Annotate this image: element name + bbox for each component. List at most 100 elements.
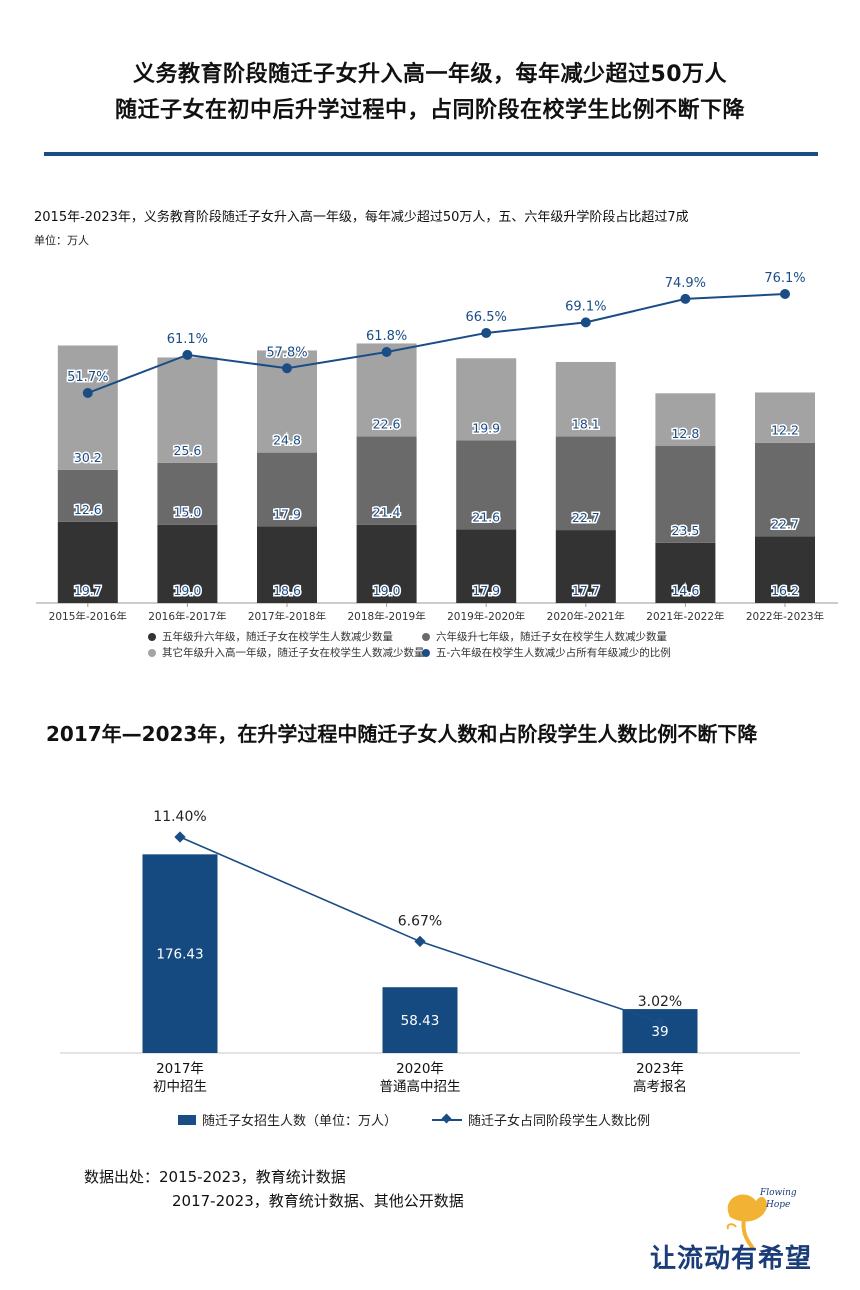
- header-divider: [44, 152, 818, 156]
- chart1-x-tick-label-7: 2022年-2023年: [746, 610, 824, 620]
- chart2-ratio-point-2: [654, 1016, 666, 1028]
- chart1-bar-s1-7: [755, 442, 815, 537]
- chart1-bar-s1-6: [655, 446, 716, 543]
- chart1-bar-s1-5: [555, 436, 616, 531]
- chart1-ratio-label-4: 66.5%: [466, 310, 507, 325]
- legend1-label-0: 五年级升六年级，随迁子女在校学生人数减少数量: [162, 631, 393, 643]
- logo-text: 让流动有希望: [650, 1244, 813, 1274]
- chart1-value-label-s0-3: 19.0: [373, 583, 401, 598]
- chart1-bar-s2-5: [555, 361, 616, 437]
- chart1-bar-s2-1: [157, 357, 218, 463]
- logo-sub-1: Flowing: [760, 1188, 797, 1198]
- chart1-bar-s0-3: [356, 524, 417, 603]
- chart1-ratio-point-2: [282, 363, 292, 374]
- chart1-bar-s1-4: [456, 440, 517, 530]
- legend1-item-1: 六年级升七年级，随迁子女在校学生人数减少数量: [422, 629, 667, 644]
- chart2-bar-1: [382, 987, 458, 1053]
- chart2-ratio-point-1: [414, 935, 426, 948]
- chart1-ratio-label-5: 69.1%: [565, 299, 606, 314]
- chart1-bar-s2-7: [755, 392, 815, 443]
- chart1-value-label-s1-4: 21.6: [472, 509, 500, 524]
- chart1-bar-s0-4: [456, 529, 517, 603]
- chart1-value-label-s1-5: 22.7: [572, 510, 600, 525]
- chart1-bar-s0-7: [755, 536, 815, 603]
- legend1-swatch-3: [422, 648, 430, 657]
- chart1-value-label-s1-0: 12.6: [74, 502, 102, 517]
- chart1-x-tick-label-6: 2021年-2022年: [646, 610, 724, 620]
- headline-line-2: 随迁子女在初中后升学过程中，占同阶段在校学生比例不断下降: [114, 98, 745, 123]
- chart1-x-tick-label-0: 2015年-2016年: [49, 610, 127, 620]
- chart1-value-label-s2-7: 12.2: [771, 423, 799, 438]
- chart1-value-label-s2-1: 25.6: [173, 443, 201, 458]
- chart1-value-label-s0-4: 17.9: [472, 583, 500, 598]
- chart1-value-label-s2-6: 12.8: [671, 426, 699, 441]
- chart1-x-tick-label-2: 2017年-2018年: [248, 610, 326, 620]
- legend2-swatch-1: [432, 1118, 462, 1121]
- chart1-value-label-s1-3: 21.4: [373, 505, 401, 520]
- chart1-value-label-s1-6: 23.5: [671, 523, 699, 538]
- chart2-x-label-stage-1: 普通高中招生: [380, 1078, 461, 1095]
- chart1-value-label-s1-2: 17.9: [273, 506, 301, 521]
- legend1-item-0: 五年级升六年级，随迁子女在校学生人数减少数量: [148, 629, 393, 644]
- chart1-x-tick-label-3: 2018年-2019年: [347, 610, 425, 620]
- legend1-label-1: 六年级升七年级，随迁子女在校学生人数减少数量: [436, 631, 667, 643]
- ginkgo-logo-icon: [726, 1194, 768, 1249]
- chart1-bar-s2-4: [456, 358, 517, 441]
- chart1-x-tick-label-5: 2020年-2021年: [547, 610, 625, 620]
- chart1-ratio-point-1: [182, 349, 193, 360]
- legend2-swatch-0: [178, 1114, 196, 1125]
- legend1-label-3: 五-六年级在校学生人数减少占所有年级减少的比例: [436, 647, 671, 659]
- chart1-value-label-s0-2: 18.6: [273, 583, 301, 598]
- chart1-bar-s2-3: [356, 343, 417, 437]
- chart1-unit: 单位：万人: [34, 234, 89, 247]
- chart1-bar-s0-2: [257, 526, 317, 603]
- chart1-ratio-point-5: [580, 317, 591, 328]
- chart1-ratio-point-0: [82, 388, 93, 398]
- chart1-bar-s1-2: [257, 452, 317, 527]
- legend2-label-0: 随迁子女招生人数（单位：万人）: [202, 1114, 398, 1129]
- chart1-value-label-s0-7: 16.2: [771, 583, 799, 598]
- chart1-value-label-s2-2: 24.8: [273, 433, 301, 448]
- chart1-value-label-s0-0: 19.7: [74, 583, 102, 598]
- chart1-bar-s1-0: [57, 469, 118, 522]
- chart1-value-label-s0-5: 17.7: [572, 583, 600, 598]
- source-line-1: 数据出处：2015-2023，教育统计数据: [84, 1168, 346, 1186]
- chart2-bar-label-2: 39: [651, 1024, 668, 1040]
- chart2-bar-label-0: 176.43: [156, 947, 203, 963]
- chart1-value-label-s0-6: 14.6: [671, 583, 699, 598]
- chart1-value-label-s2-5: 18.1: [572, 417, 600, 432]
- chart2-x-label-year-1: 2020年: [396, 1061, 444, 1077]
- chart1-ratio-point-6: [680, 293, 691, 304]
- chart1-value-label-s2-3: 22.6: [373, 417, 401, 432]
- chart1-x-tick-label-1: 2016年-2017年: [148, 610, 226, 620]
- chart1-bar-s2-6: [655, 393, 716, 447]
- chart1-value-label-s1-7: 22.7: [771, 516, 799, 531]
- chart2-ratio-point-0: [174, 831, 186, 843]
- chart1-bar-s0-1: [157, 524, 218, 603]
- chart2-x-label-stage-0: 初中招生: [153, 1078, 207, 1095]
- chart1-value-label-s0-1: 19.0: [173, 583, 201, 598]
- chart1-title: 2015年-2023年，义务教育阶段随迁子女升入高一年级，每年减少超过50万人，…: [34, 210, 689, 225]
- chart1-ratio-label-0: 51.7%: [67, 370, 108, 385]
- chart1-bar-s1-3: [356, 436, 417, 525]
- legend1-item-2: 其它年级升入高一年级，随迁子女在校学生人数减少数量: [148, 645, 425, 660]
- chart2-x-label-year-2: 2023年: [636, 1061, 684, 1077]
- legend2-item-0: 随迁子女招生人数（单位：万人）: [178, 1110, 397, 1129]
- chart2-bar-label-1: 58.43: [401, 1013, 440, 1029]
- chart2-ratio-label-2: 3.02%: [638, 994, 682, 1010]
- chart2-x-label-year-0: 2017年: [156, 1061, 204, 1077]
- chart1-value-label-s1-1: 15.0: [173, 505, 201, 520]
- chart1-ratio-label-1: 61.1%: [167, 332, 208, 347]
- legend1-item-3: 五-六年级在校学生人数减少占所有年级减少的比例: [422, 645, 671, 660]
- legend2-label-1: 随迁子女占同阶段学生人数比例: [468, 1114, 651, 1129]
- chart1-ratio-point-7: [780, 289, 790, 299]
- chart1-bar-s0-5: [555, 530, 616, 603]
- logo-sub-2: Hope: [766, 1200, 791, 1210]
- chart1-value-label-s2-0: 30.2: [74, 450, 102, 465]
- legend2-item-1: 随迁子女占同阶段学生人数比例: [432, 1110, 650, 1129]
- legend1-label-2: 其它年级升入高一年级，随迁子女在校学生人数减少数量: [162, 647, 425, 659]
- chart2-ratio-label-0: 11.40%: [153, 809, 206, 825]
- chart1-ratio-label-3: 61.8%: [366, 329, 407, 344]
- chart2-title: 2017年—2023年，在升学过程中随迁子女人数和占阶段学生人数比例不断下降: [46, 722, 758, 746]
